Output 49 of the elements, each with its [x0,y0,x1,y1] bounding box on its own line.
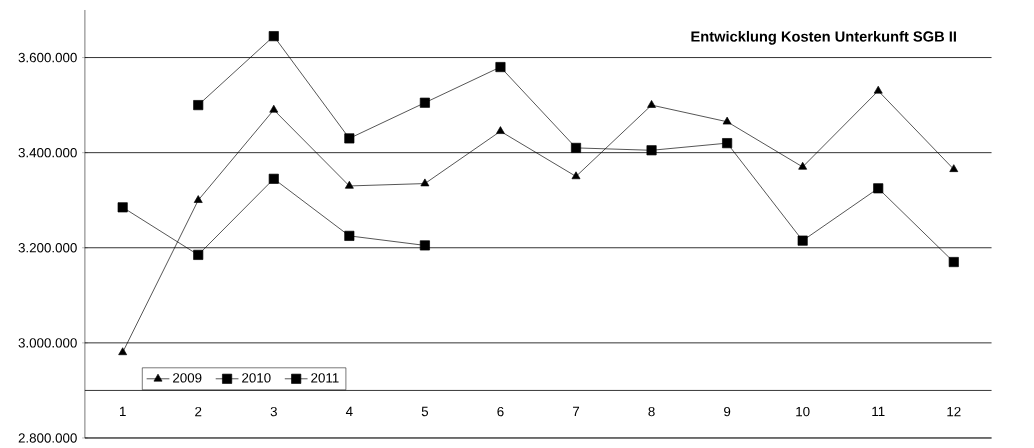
point [419,240,430,251]
point [420,178,430,187]
point [873,85,883,94]
x-tick-label: 11 [872,406,885,417]
point [798,161,808,170]
x-tick-label: 10 [796,406,810,417]
point [646,145,657,156]
point [571,142,582,153]
x-tick-label: 6 [497,406,504,417]
legend-label: 2011 [311,373,339,383]
point [948,257,959,268]
y-tick-label: 2.800.000 [18,433,77,443]
point [193,249,204,260]
point [647,100,656,108]
x-tick-label: 12 [947,406,961,417]
point [268,173,279,184]
x-tick-label: 8 [648,406,655,417]
legend-label: 2009 [173,373,202,383]
y-tick-label: 3.600.000 [18,52,77,63]
point [797,235,808,246]
x-tick-label: 7 [572,406,580,417]
point [495,62,506,73]
y-tick-label: 3.200.000 [18,243,77,253]
x-tick-label: 1 [119,406,126,417]
point [344,133,355,144]
x-tick-label: 2 [195,406,202,417]
point [193,195,203,203]
x-tick-label: 4 [345,406,353,417]
point [117,202,128,213]
point [722,116,732,125]
point [722,138,733,149]
point [269,104,279,113]
point [344,180,354,189]
text: Entwicklung Kosten Unterkunft SGB II [691,30,956,45]
y-tick-label: 3.000.000 [18,338,77,348]
point [344,230,355,241]
x-tick-label: 5 [421,406,429,417]
point [118,347,128,356]
point [268,31,279,42]
point [419,97,430,108]
point [496,126,505,134]
legend-label: 2010 [242,373,271,383]
x-tick-label: 9 [724,406,731,417]
point [873,183,884,194]
point [193,100,204,111]
point [571,171,581,180]
x-tick-label: 3 [270,406,277,417]
y-tick-label: 3.400.000 [18,147,77,158]
point [949,164,959,172]
